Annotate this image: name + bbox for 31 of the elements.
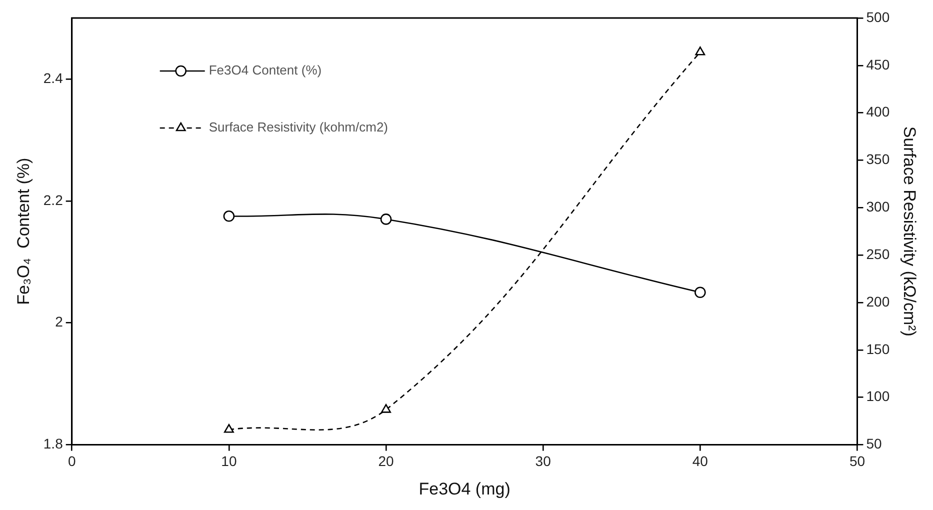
point	[224, 424, 234, 433]
x-tick-label: 0	[68, 453, 76, 470]
y-tick-label: 2.4	[43, 70, 64, 86]
y-axis-title: Fe₃O₄ Content (%)	[14, 158, 33, 305]
y2-tick-label: 150	[866, 340, 890, 357]
y-tick-label: 2	[55, 314, 64, 330]
y2-tick-label: 300	[866, 198, 890, 215]
y2-axis-title: Surface Resistivity (kΩ/cm²)	[900, 126, 920, 336]
y-tick-label: 1.8	[43, 436, 64, 452]
x-tick-label: 40	[692, 453, 708, 470]
point	[223, 210, 235, 222]
legend-label: Surface Resistivity (kohm/cm2)	[208, 120, 388, 135]
x-tick-label: 50	[849, 453, 866, 470]
x-tick-label: 30	[535, 453, 552, 470]
y-tick-label: 2.2	[43, 192, 64, 208]
y2-tick-label: 450	[866, 56, 890, 72]
y2-tick-label: 100	[866, 388, 890, 404]
x-tick-label: 10	[221, 453, 237, 470]
point	[380, 214, 392, 225]
y2-tick-label: 250	[866, 246, 890, 262]
x-axis-title: Fe3O4 (mg)	[418, 479, 510, 498]
y2-tick-label: 500	[866, 8, 890, 25]
legend-label: Fe3O4 Content (%)	[208, 62, 322, 78]
y2-tick-label: 400	[866, 104, 890, 120]
point	[694, 286, 706, 298]
y2-tick-label: 50	[866, 436, 882, 452]
point	[695, 46, 706, 56]
y2-tick-label: 200	[866, 293, 890, 310]
y2-tick-label: 350	[866, 151, 890, 168]
point	[381, 404, 391, 413]
x-tick-label: 20	[378, 453, 394, 470]
